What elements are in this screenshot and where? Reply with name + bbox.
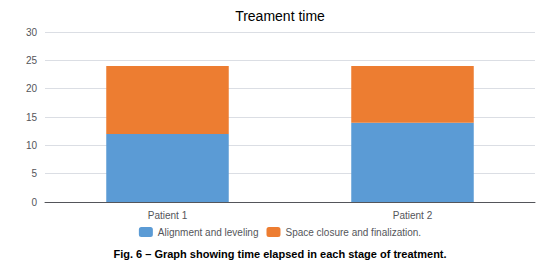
svg-text:Patient 2: Patient 2 — [393, 210, 433, 221]
svg-text:25: 25 — [26, 55, 38, 66]
svg-text:Treament time: Treament time — [235, 8, 325, 24]
svg-text:Patient 1: Patient 1 — [148, 210, 188, 221]
svg-text:10: 10 — [26, 140, 38, 151]
svg-text:20: 20 — [26, 83, 38, 94]
svg-text:Alignment and leveling: Alignment and leveling — [158, 227, 259, 238]
svg-text:0: 0 — [31, 197, 37, 208]
svg-text:Fig. 6 – Graph showing time el: Fig. 6 – Graph showing time elapsed in e… — [113, 248, 446, 260]
svg-text:5: 5 — [31, 168, 37, 179]
svg-text:15: 15 — [26, 112, 38, 123]
svg-text:Space closure and finalization: Space closure and finalization. — [285, 227, 421, 238]
svg-text:30: 30 — [26, 27, 38, 38]
